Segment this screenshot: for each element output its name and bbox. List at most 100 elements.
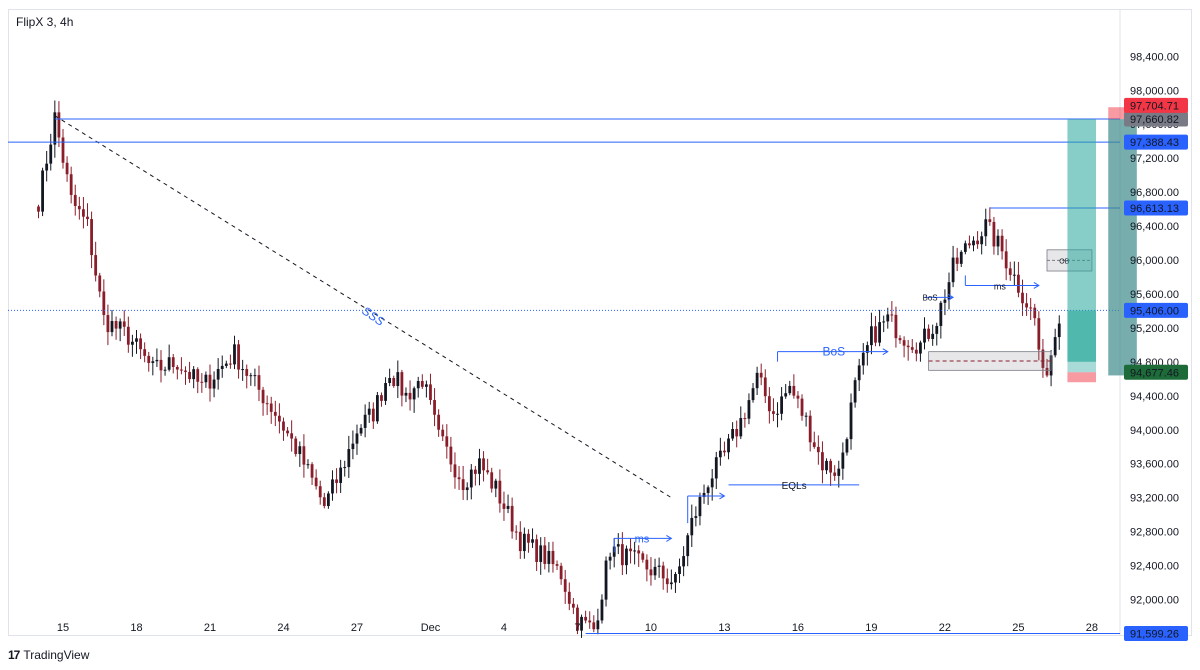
chart-frame[interactable] (8, 9, 1192, 636)
candle-body (853, 380, 857, 403)
time-tick-label: 28 (1086, 622, 1098, 634)
candle-body (861, 352, 865, 366)
candle (665, 568, 669, 593)
candle (669, 569, 673, 590)
candle-body (261, 389, 265, 404)
candle-body (82, 209, 85, 217)
candle (906, 339, 910, 361)
candle-body (135, 338, 138, 342)
candle (237, 339, 240, 379)
projection-zone (1108, 119, 1137, 376)
candle (976, 231, 979, 249)
candle (833, 465, 837, 481)
candle-body (914, 349, 918, 354)
candle-body (233, 344, 236, 365)
candle-body (539, 545, 543, 562)
candle-body (923, 328, 926, 343)
candle-body (951, 257, 955, 283)
candle-body (45, 163, 49, 171)
candle-body (208, 374, 212, 389)
time-tick-label: 27 (351, 622, 363, 634)
candle-body (424, 384, 428, 387)
candle (653, 558, 657, 580)
candle (674, 571, 677, 593)
candle (698, 492, 702, 526)
candle-body (718, 450, 722, 458)
candle-body (620, 544, 624, 566)
candle-body (412, 388, 416, 400)
candle-body (69, 174, 73, 195)
candle (478, 448, 481, 486)
candle-body (633, 550, 637, 552)
candle-body (1037, 318, 1041, 350)
candle (943, 289, 947, 316)
demand-zone-box (928, 351, 1052, 371)
candle-body (543, 545, 547, 564)
candle-body (147, 355, 151, 363)
candle-body (359, 427, 363, 434)
order-block-label: OB (1059, 258, 1069, 265)
candle (510, 497, 514, 539)
candle-body (241, 369, 245, 371)
price-tick-label: 97,200.00 (1130, 153, 1179, 165)
candle-body (347, 449, 351, 468)
candle-body (939, 302, 943, 326)
candle (257, 365, 261, 402)
candle-body (310, 464, 314, 478)
candle (114, 316, 118, 340)
candle (596, 608, 600, 635)
candle (767, 387, 771, 424)
candle (555, 560, 559, 571)
candle-body (335, 479, 338, 483)
candle-body (796, 395, 800, 399)
candle (1029, 298, 1033, 321)
candle (420, 374, 424, 389)
candle (543, 536, 547, 570)
candle-body (294, 438, 298, 455)
price-tick-label: 93,600.00 (1130, 459, 1179, 471)
candle-body (629, 548, 632, 552)
candle-body (465, 487, 469, 491)
candle-body (188, 371, 191, 380)
ms-arrow-head (666, 534, 673, 542)
candle-body (849, 402, 853, 440)
candle (816, 435, 820, 465)
candle-body (486, 470, 490, 473)
candle (547, 542, 551, 573)
entry-zone (1067, 361, 1096, 373)
candle-body (596, 620, 600, 630)
candle (184, 366, 187, 385)
candle (1008, 261, 1012, 281)
candle-body (735, 429, 739, 437)
candle-body (714, 457, 718, 479)
time-tick-label: 18 (130, 622, 142, 634)
price-tick-label: 98,000.00 (1130, 85, 1179, 97)
candle (306, 459, 310, 469)
candle-body (743, 418, 747, 420)
candle (355, 424, 359, 455)
candle (502, 491, 506, 521)
candle (825, 458, 828, 475)
candle-body (384, 383, 387, 401)
candle (335, 468, 338, 494)
candle (139, 333, 142, 360)
candle (784, 384, 788, 399)
candle-body (490, 472, 494, 489)
candle (935, 322, 939, 346)
candle (645, 554, 649, 582)
candle-body (678, 566, 681, 574)
candle-body (367, 408, 371, 415)
candle-body (331, 479, 334, 494)
candle-body (665, 578, 669, 585)
candle-body (253, 375, 257, 377)
level-label-94677: 94,677.46 (1124, 364, 1188, 380)
candle (69, 166, 73, 204)
candle-body (608, 556, 612, 561)
ms2-label: ms (994, 281, 1006, 291)
candle-body (649, 569, 653, 576)
candle (849, 393, 853, 450)
candle (539, 537, 543, 575)
candle-body (478, 458, 481, 474)
candle (147, 351, 151, 372)
